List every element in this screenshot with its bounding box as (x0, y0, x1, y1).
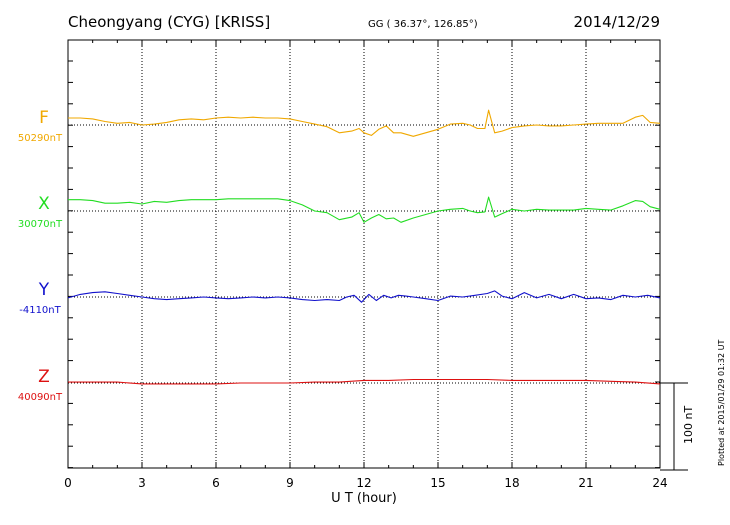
date-label: 2014/12/29 (574, 13, 660, 31)
series-line-f (68, 109, 661, 137)
channel-name-y: Y (38, 280, 50, 300)
frame-ticks (67, 40, 661, 469)
baseline-value-z: 40090nT (18, 392, 63, 403)
baseline-value-y: -4110nT (19, 305, 61, 316)
channel-name-x: X (38, 194, 50, 214)
channel-name-f: F (39, 108, 49, 128)
baseline-value-x: 30070nT (18, 219, 63, 230)
coords-label: GG ( 36.37°, 126.85°) (368, 19, 478, 30)
x-tick-label: 24 (652, 476, 667, 490)
scale-bar: 100 nT (660, 382, 695, 471)
station-title: Cheongyang (CYG) [KRISS] (68, 13, 270, 31)
series-line-z (68, 378, 661, 385)
x-axis-title: U T (hour) (331, 491, 397, 506)
channel-name-z: Z (38, 367, 50, 387)
x-tick-label: 15 (430, 476, 445, 490)
x-tick-label: 0 (64, 476, 72, 490)
x-tick-label: 21 (578, 476, 593, 490)
x-tick-label: 9 (286, 476, 294, 490)
series-lines (67, 109, 661, 385)
x-tick-label: 12 (356, 476, 371, 490)
x-tick-label: 18 (504, 476, 519, 490)
x-tick-labels: 0 3 6 9 12 15 18 21 24 (64, 476, 667, 490)
plotted-at-note: Plotted at 2015/01/29 01:32 UT (717, 340, 726, 466)
series-line-y (67, 290, 661, 303)
x-tick-label: 3 (138, 476, 146, 490)
grid-lines (141, 40, 587, 468)
scale-bar-label: 100 nT (682, 406, 695, 444)
channel-labels: F 50290nT X 30070nT Y -4110nT Z 40090nT (18, 108, 63, 403)
x-tick-label: 6 (212, 476, 220, 490)
baseline-value-f: 50290nT (18, 133, 63, 144)
series-line-x (68, 196, 661, 223)
